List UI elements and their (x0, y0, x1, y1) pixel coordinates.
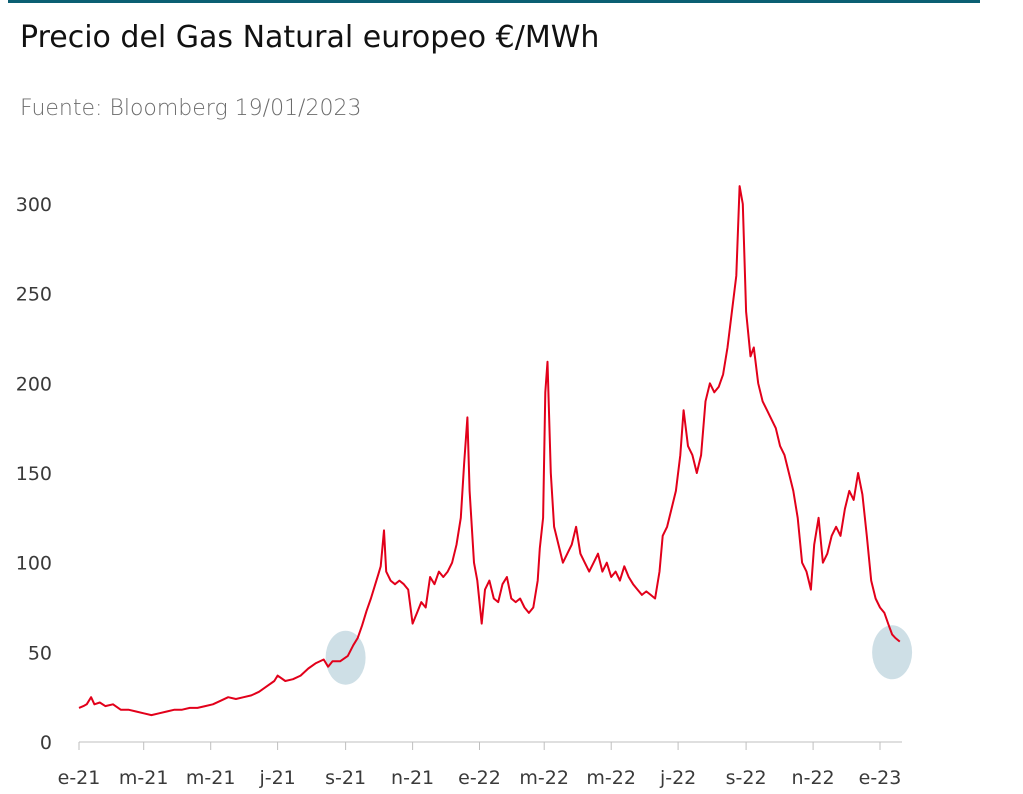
x-tick-label-8: m-22 (519, 767, 569, 789)
price-line-1 (78, 185, 901, 717)
chart-title: Precio del Gas Natural europeo €/MWh (20, 20, 600, 55)
top-rule (8, 0, 980, 3)
x-tick-label-9: m-22 (586, 767, 636, 789)
y-tick-label-4: 150 (16, 463, 52, 485)
y-tick-label-3: 100 (16, 553, 52, 575)
chart-source: Fuente: Bloomberg 19/01/2023 (20, 96, 362, 121)
x-tick-label-12: n-22 (792, 767, 835, 789)
x-tick-label-5: s-21 (325, 767, 366, 789)
highlight-ellipse-2 (872, 625, 913, 680)
x-tick-label-1: e-21 (58, 767, 101, 789)
y-tick-label-1: 0 (40, 732, 52, 754)
y-tick-label-5: 200 (16, 373, 52, 395)
x-tick-label-7: e-22 (458, 767, 501, 789)
y-tick-label-7: 300 (16, 194, 52, 216)
x-tick-label-13: e-23 (859, 767, 902, 789)
y-tick-label-6: 250 (16, 284, 52, 306)
x-tick-label-6: n-21 (391, 767, 434, 789)
x-tick-label-2: m-21 (119, 767, 169, 789)
x-tick-label-4: j-21 (258, 767, 295, 789)
y-tick-label-2: 50 (28, 642, 52, 664)
x-tick-label-10: j-22 (659, 767, 696, 789)
x-tick-label-11: s-22 (726, 767, 767, 789)
x-tick-label-3: m-21 (186, 767, 236, 789)
